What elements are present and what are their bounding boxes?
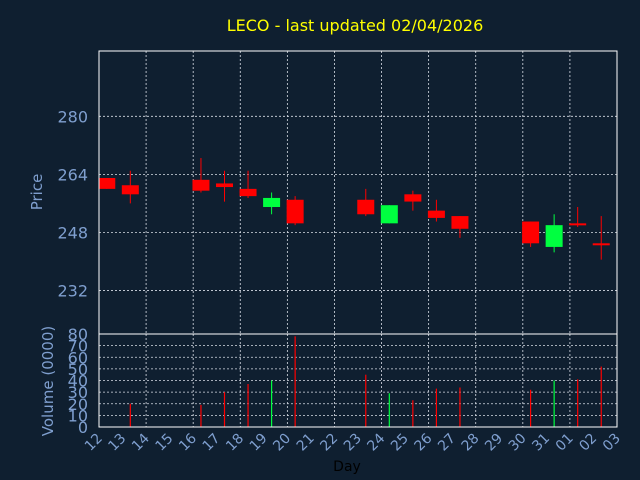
candle-body	[216, 183, 233, 188]
candle-body	[239, 188, 257, 197]
candle-16	[192, 158, 210, 193]
price-tick-label: 248	[57, 223, 88, 242]
candle-18	[239, 170, 257, 198]
volume-tick-label: 60	[68, 348, 88, 367]
volume-tick-label: 0	[78, 418, 88, 437]
volume-bars	[129, 336, 602, 427]
candle-body	[404, 194, 422, 202]
candle-body	[192, 179, 210, 191]
volume-panel-frame	[98, 333, 618, 428]
candle-body	[569, 223, 587, 226]
candlesticks	[99, 158, 610, 260]
volume-tick-label: 80	[68, 325, 88, 344]
volume-tick-label: 30	[68, 383, 88, 402]
price-axis-label: Price	[28, 174, 46, 211]
candle-20	[286, 196, 304, 226]
price-tick-label: 264	[57, 165, 88, 184]
candle-12	[99, 177, 116, 189]
volume-tick-label: 50	[68, 360, 88, 379]
candle-body	[263, 197, 281, 208]
candle-body	[545, 225, 563, 247]
candle-27	[451, 216, 469, 238]
candle-body	[427, 210, 445, 218]
candle-31	[545, 214, 563, 253]
candle-body	[522, 221, 540, 244]
candle-17	[216, 170, 233, 202]
volume-tick-label: 40	[68, 372, 88, 391]
candle-13	[121, 170, 139, 204]
volume-grid	[99, 334, 617, 427]
candle-25	[404, 190, 422, 211]
candle-body	[380, 205, 398, 224]
candle-body	[357, 199, 375, 215]
volume-tick-label: 10	[68, 406, 88, 425]
candle-23	[357, 188, 375, 217]
candle-24	[380, 205, 398, 224]
candle-02	[592, 216, 610, 260]
price-tick-label: 232	[57, 281, 88, 300]
candle-body	[451, 216, 469, 229]
candle-body	[99, 177, 116, 189]
candle-body	[286, 199, 304, 224]
x-tick-labels: 12 13 14 15 16 17 18 19 20 21 22 23 24 25 26 27 28 29 30 31…	[82, 430, 624, 454]
candle-19	[263, 192, 281, 215]
x-axis-label: Day	[333, 459, 361, 475]
price-y-ticks: 232 248 264 280	[57, 107, 88, 300]
candle-30	[522, 221, 540, 247]
candle-body	[592, 243, 610, 246]
candle-body	[121, 185, 139, 195]
candle-01	[569, 207, 587, 227]
price-tick-label: 280	[57, 107, 88, 126]
volume-tick-label: 70	[68, 337, 88, 356]
candle-26	[427, 199, 445, 222]
chart-title: LECO - last updated 02/04/2026	[227, 16, 484, 35]
volume-tick-label: 20	[68, 395, 88, 414]
volume-axis-label: Volume (0000)	[39, 326, 57, 436]
